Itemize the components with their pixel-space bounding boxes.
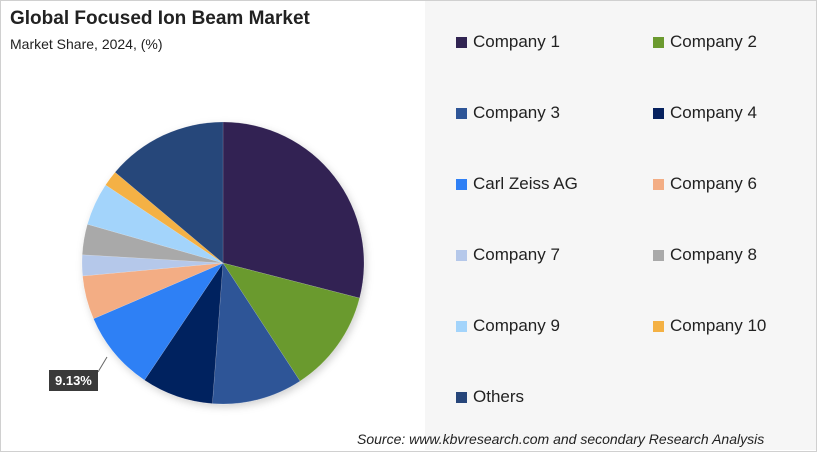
legend-panel	[425, 1, 816, 450]
legend-item: Company 10	[653, 314, 803, 338]
legend-label: Carl Zeiss AG	[473, 174, 578, 193]
pie-slice-others	[114, 121, 224, 264]
legend-label: Company 2	[670, 32, 757, 51]
legend-label: Company 1	[473, 32, 560, 51]
legend-swatch	[456, 391, 467, 403]
data-label-carl-zeiss: 9.13%	[49, 370, 98, 391]
legend-label: Company 3	[473, 103, 560, 122]
legend-label: Company 6	[670, 174, 757, 193]
pie-slice-carl-zeiss-ag	[93, 262, 224, 381]
legend-swatch	[456, 107, 467, 119]
legend-item: Others	[456, 385, 653, 409]
legend-label: Company 4	[670, 103, 757, 122]
legend-label: Company 8	[670, 245, 757, 264]
legend-swatch	[456, 249, 467, 261]
legend-swatch	[456, 320, 467, 332]
legend-swatch	[653, 178, 664, 190]
legend-item: Company 1	[456, 30, 653, 54]
source-note: Source: www.kbvresearch.com and secondar…	[357, 431, 765, 447]
legend-item: Company 2	[653, 30, 803, 54]
legend-item: Company 6	[653, 172, 803, 196]
chart-title: Global Focused Ion Beam Market	[10, 8, 310, 29]
legend-item: Company 9	[456, 314, 653, 338]
legend-swatch	[653, 249, 664, 261]
chart-subtitle: Market Share, 2024, (%)	[10, 36, 163, 52]
legend: Company 1 Company 2 Company 3 Company 4 Carl…	[456, 30, 796, 409]
legend-item: Company 7	[456, 243, 653, 267]
data-label-leader	[97, 356, 108, 373]
pie-slice-company-2	[222, 262, 360, 382]
legend-swatch	[456, 36, 467, 48]
legend-item: Company 3	[456, 101, 653, 125]
legend-item: Company 4	[653, 101, 803, 125]
legend-item: Company 8	[653, 243, 803, 267]
legend-swatch	[653, 107, 664, 119]
pie-slice-company-1	[222, 121, 365, 299]
pie-chart	[81, 121, 365, 405]
legend-label: Company 7	[473, 245, 560, 264]
legend-label: Others	[473, 387, 525, 406]
legend-item: Carl Zeiss AG	[456, 172, 653, 196]
legend-label: Company 9	[473, 316, 560, 335]
pie-slice-company-3	[212, 262, 301, 405]
legend-swatch	[653, 320, 664, 332]
legend-swatch	[653, 36, 664, 48]
legend-label: Company 10	[670, 316, 767, 335]
legend-swatch	[456, 178, 467, 190]
